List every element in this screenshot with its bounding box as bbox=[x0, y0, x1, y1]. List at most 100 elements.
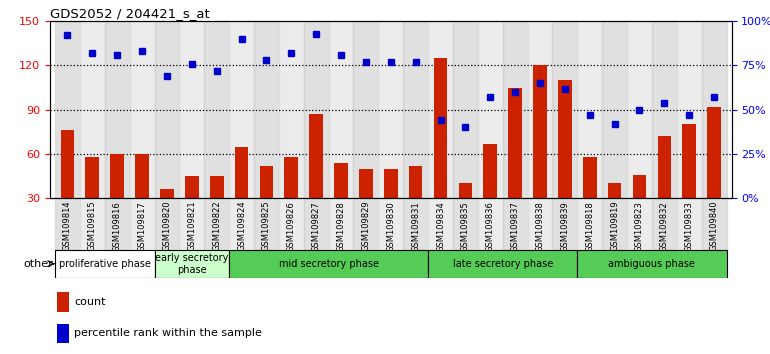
Bar bbox=[85, 157, 99, 242]
Bar bbox=[453, 21, 478, 198]
Bar bbox=[105, 198, 129, 250]
Bar bbox=[179, 21, 204, 198]
Bar bbox=[329, 21, 353, 198]
Bar bbox=[453, 198, 478, 250]
Bar bbox=[259, 166, 273, 242]
Text: percentile rank within the sample: percentile rank within the sample bbox=[74, 329, 262, 338]
Bar bbox=[428, 250, 578, 278]
Bar bbox=[303, 21, 329, 198]
Text: GSM109840: GSM109840 bbox=[710, 201, 718, 251]
Bar bbox=[403, 198, 428, 250]
Bar bbox=[552, 21, 578, 198]
Bar bbox=[608, 183, 621, 242]
Bar bbox=[136, 154, 149, 242]
Bar bbox=[434, 58, 447, 242]
Bar bbox=[279, 198, 303, 250]
Text: late secretory phase: late secretory phase bbox=[453, 259, 553, 269]
Text: GSM109837: GSM109837 bbox=[511, 201, 520, 252]
Text: GSM109831: GSM109831 bbox=[411, 201, 420, 252]
Text: GSM109834: GSM109834 bbox=[436, 201, 445, 252]
Bar bbox=[478, 21, 503, 198]
Bar bbox=[229, 250, 428, 278]
Bar bbox=[459, 183, 472, 242]
Bar bbox=[204, 198, 229, 250]
Bar bbox=[110, 154, 124, 242]
Text: other: other bbox=[23, 259, 53, 269]
Text: GSM109829: GSM109829 bbox=[361, 201, 370, 251]
Bar bbox=[55, 198, 80, 250]
Bar bbox=[57, 324, 69, 343]
Bar bbox=[129, 21, 155, 198]
Bar bbox=[155, 21, 179, 198]
Bar bbox=[155, 198, 179, 250]
Text: GSM109817: GSM109817 bbox=[138, 201, 146, 252]
Bar bbox=[329, 198, 353, 250]
Text: GSM109838: GSM109838 bbox=[535, 201, 544, 252]
Bar bbox=[583, 157, 597, 242]
Bar bbox=[627, 21, 652, 198]
Text: proliferative phase: proliferative phase bbox=[59, 259, 151, 269]
Bar bbox=[677, 198, 701, 250]
Bar bbox=[204, 21, 229, 198]
Text: GSM109827: GSM109827 bbox=[312, 201, 320, 252]
Text: GSM109830: GSM109830 bbox=[387, 201, 395, 252]
Text: GSM109825: GSM109825 bbox=[262, 201, 271, 251]
Bar bbox=[55, 250, 155, 278]
Bar bbox=[105, 21, 129, 198]
Bar bbox=[677, 21, 701, 198]
Bar bbox=[185, 176, 199, 242]
Text: GSM109818: GSM109818 bbox=[585, 201, 594, 252]
Bar bbox=[558, 80, 571, 242]
Bar bbox=[503, 198, 527, 250]
Bar bbox=[527, 198, 552, 250]
Bar bbox=[478, 198, 503, 250]
Text: GSM109822: GSM109822 bbox=[213, 201, 221, 251]
Bar bbox=[428, 21, 453, 198]
Text: GSM109823: GSM109823 bbox=[635, 201, 644, 252]
Text: GSM109820: GSM109820 bbox=[162, 201, 172, 251]
Bar bbox=[658, 136, 671, 242]
Bar bbox=[578, 198, 602, 250]
Text: GDS2052 / 204421_s_at: GDS2052 / 204421_s_at bbox=[50, 7, 209, 20]
Bar bbox=[254, 21, 279, 198]
Bar bbox=[682, 125, 696, 242]
Text: GSM109828: GSM109828 bbox=[336, 201, 346, 252]
Bar bbox=[627, 198, 652, 250]
Text: GSM109835: GSM109835 bbox=[461, 201, 470, 252]
Bar bbox=[652, 198, 677, 250]
Bar bbox=[57, 292, 69, 312]
Bar bbox=[279, 21, 303, 198]
Bar bbox=[229, 198, 254, 250]
Text: GSM109826: GSM109826 bbox=[286, 201, 296, 252]
Bar bbox=[179, 198, 204, 250]
Bar bbox=[403, 21, 428, 198]
Text: GSM109819: GSM109819 bbox=[610, 201, 619, 251]
Bar bbox=[353, 198, 378, 250]
Bar bbox=[428, 198, 453, 250]
Bar bbox=[310, 114, 323, 242]
Bar bbox=[359, 169, 373, 242]
Bar bbox=[578, 250, 727, 278]
Bar bbox=[229, 21, 254, 198]
Text: GSM109832: GSM109832 bbox=[660, 201, 669, 252]
Bar bbox=[80, 21, 105, 198]
Bar bbox=[378, 198, 403, 250]
Bar bbox=[602, 21, 627, 198]
Bar bbox=[334, 163, 348, 242]
Bar bbox=[80, 198, 105, 250]
Text: ambiguous phase: ambiguous phase bbox=[608, 259, 695, 269]
Text: GSM109836: GSM109836 bbox=[486, 201, 495, 252]
Bar bbox=[552, 198, 578, 250]
Bar bbox=[155, 250, 229, 278]
Text: GSM109815: GSM109815 bbox=[88, 201, 97, 251]
Bar bbox=[701, 198, 727, 250]
Bar bbox=[701, 21, 727, 198]
Bar bbox=[508, 88, 522, 242]
Bar bbox=[284, 157, 298, 242]
Bar bbox=[384, 169, 397, 242]
Bar bbox=[527, 21, 552, 198]
Text: GSM109833: GSM109833 bbox=[685, 201, 694, 252]
Text: mid secretory phase: mid secretory phase bbox=[279, 259, 379, 269]
Bar bbox=[633, 175, 646, 242]
Bar bbox=[235, 147, 249, 242]
